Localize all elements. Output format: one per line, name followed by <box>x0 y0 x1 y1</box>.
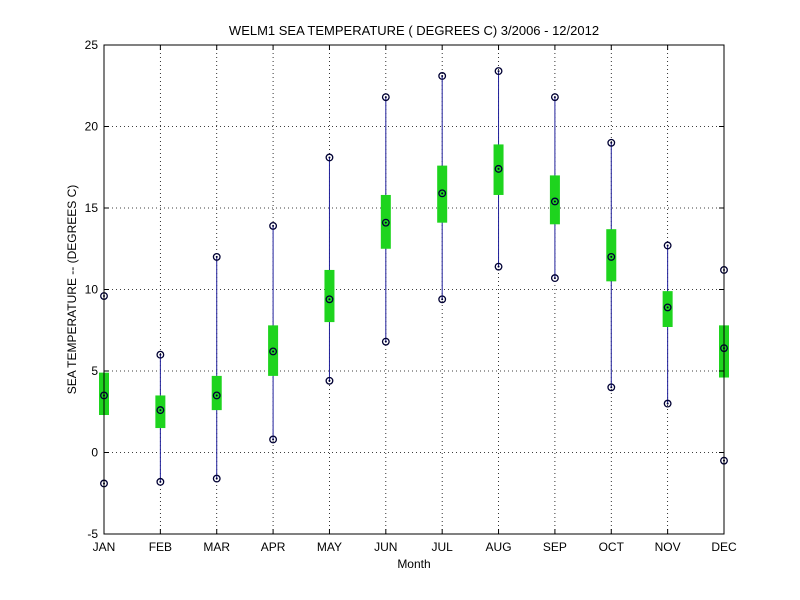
mean-marker <box>607 252 616 261</box>
min-marker-dot <box>553 277 556 280</box>
mean-marker-dot <box>272 350 275 353</box>
min-marker <box>550 274 559 283</box>
max-marker <box>438 72 447 80</box>
max-marker <box>269 221 278 230</box>
min-marker-dot <box>328 379 331 382</box>
min-marker-dot <box>497 265 500 268</box>
mean-marker <box>663 303 672 312</box>
x-tick-label: DEC <box>711 540 737 554</box>
mean-marker <box>438 189 447 198</box>
max-marker-dot <box>610 141 613 144</box>
min-marker <box>381 337 390 346</box>
max-marker <box>212 252 221 261</box>
y-axis-ticks: -5 0 5 10 15 20 25 <box>85 38 724 541</box>
max-marker <box>663 241 672 250</box>
min-marker-dot <box>272 438 275 441</box>
x-tick-label: JUL <box>432 540 454 554</box>
max-marker <box>550 93 559 102</box>
min-marker <box>438 295 447 304</box>
max-marker <box>494 67 503 76</box>
max-marker <box>381 93 390 102</box>
mean-marker-dot <box>610 255 613 258</box>
x-tick-label: MAY <box>317 540 342 554</box>
min-marker <box>325 376 334 385</box>
mean-marker <box>269 347 278 356</box>
min-marker <box>156 477 165 486</box>
mean-marker-dot <box>497 167 500 170</box>
mean-marker-dot <box>159 409 162 412</box>
mean-marker <box>156 406 165 415</box>
x-tick-label: SEP <box>543 540 567 554</box>
y-tick-label: 20 <box>85 120 99 134</box>
max-marker-dot <box>328 156 331 159</box>
min-marker <box>212 474 221 483</box>
x-tick-label: FEB <box>149 540 172 554</box>
min-marker <box>607 383 616 392</box>
x-axis-label: Month <box>397 557 430 571</box>
min-marker-dot <box>384 340 387 343</box>
max-marker-dot <box>553 96 556 99</box>
y-tick-label: 15 <box>85 201 99 215</box>
min-marker <box>494 262 503 271</box>
min-marker <box>663 399 672 408</box>
min-marker <box>269 435 278 444</box>
interquartile-box <box>662 291 673 327</box>
interquartile-box <box>155 395 166 429</box>
min-marker-dot <box>441 298 444 301</box>
max-marker-dot <box>384 96 387 99</box>
max-marker <box>156 350 165 359</box>
mean-marker-dot <box>666 306 669 309</box>
mean-marker-dot <box>384 221 387 224</box>
max-marker <box>325 153 334 162</box>
max-marker-dot <box>497 70 500 73</box>
interquartile-box <box>549 175 560 225</box>
max-marker-dot <box>441 74 444 77</box>
interquartile-box <box>606 229 617 282</box>
x-tick-label: AUG <box>486 540 512 554</box>
x-tick-label: NOV <box>655 540 681 554</box>
x-tick-label: OCT <box>599 540 625 554</box>
y-tick-label: -5 <box>87 527 98 541</box>
y-tick-label: 5 <box>91 364 98 378</box>
y-axis-label: SEA TEMPERATURE -- (DEGREES C) <box>65 185 79 395</box>
mean-marker <box>381 218 390 227</box>
min-marker-dot <box>666 402 669 405</box>
interquartile-box <box>211 375 222 411</box>
min-marker-dot <box>159 480 162 483</box>
x-axis-ticks: JAN FEB MAR APR MAY JUN JUL AUG SEP OCT NOV DEC <box>93 45 737 554</box>
max-marker <box>607 138 616 147</box>
x-tick-label: APR <box>261 540 286 554</box>
mean-marker-dot <box>553 200 556 203</box>
x-tick-label: MAR <box>203 540 230 554</box>
max-marker-dot <box>272 224 275 227</box>
x-tick-label: JAN <box>93 540 116 554</box>
y-tick-label: 10 <box>85 283 99 297</box>
mean-marker-dot <box>215 394 218 397</box>
mean-marker <box>212 391 221 400</box>
mean-marker-dot <box>328 298 331 301</box>
max-marker-dot <box>215 255 218 258</box>
x-tick-label: JUN <box>374 540 397 554</box>
y-tick-label: 0 <box>91 446 98 460</box>
min-marker-dot <box>215 477 218 480</box>
max-marker-dot <box>666 244 669 247</box>
chart-title: WELM1 SEA TEMPERATURE ( DEGREES C) 3/200… <box>229 23 599 38</box>
min-marker-dot <box>610 386 613 389</box>
mean-marker <box>494 164 503 173</box>
mean-marker-dot <box>441 192 444 195</box>
max-marker-dot <box>159 353 162 356</box>
mean-marker <box>325 295 334 304</box>
y-tick-label: 25 <box>85 38 99 52</box>
mean-marker <box>550 197 559 206</box>
